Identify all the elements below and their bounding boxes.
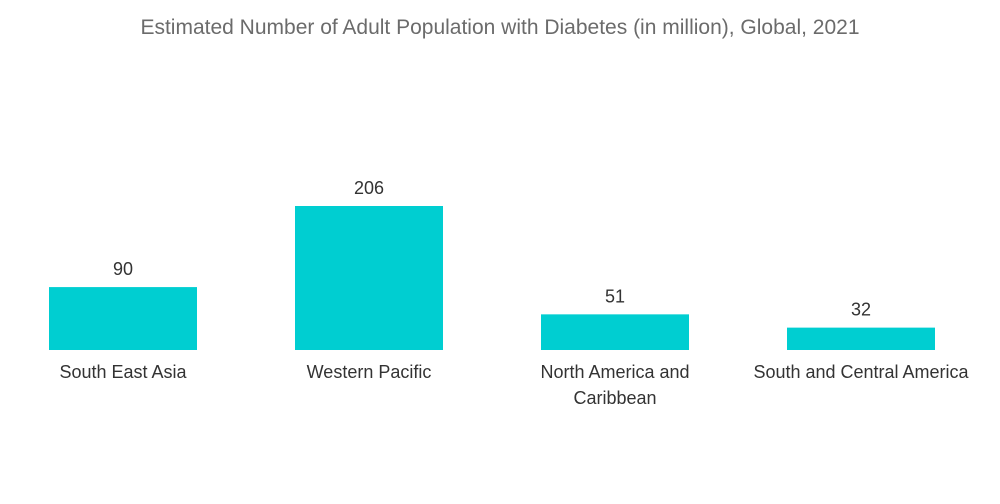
bar-western-pacific bbox=[295, 206, 443, 350]
category-label-north-america-and-caribbean: North America and Caribbean bbox=[540, 362, 689, 408]
category-label-western-pacific: Western Pacific bbox=[307, 362, 432, 382]
data-label-south-and-central-america: 32 bbox=[851, 300, 871, 320]
data-label-north-america-and-caribbean: 51 bbox=[605, 286, 625, 306]
bar-south-and-central-america bbox=[787, 327, 935, 350]
data-label-western-pacific: 206 bbox=[354, 178, 384, 198]
data-label-south-east-asia: 90 bbox=[113, 259, 133, 279]
category-label-south-and-central-america: South and Central America bbox=[753, 362, 969, 382]
bar-south-east-asia bbox=[49, 287, 197, 350]
chart-title: Estimated Number of Adult Population wit… bbox=[140, 16, 860, 39]
category-label-south-east-asia: South East Asia bbox=[59, 362, 187, 382]
bar-north-america-and-caribbean bbox=[541, 314, 689, 350]
